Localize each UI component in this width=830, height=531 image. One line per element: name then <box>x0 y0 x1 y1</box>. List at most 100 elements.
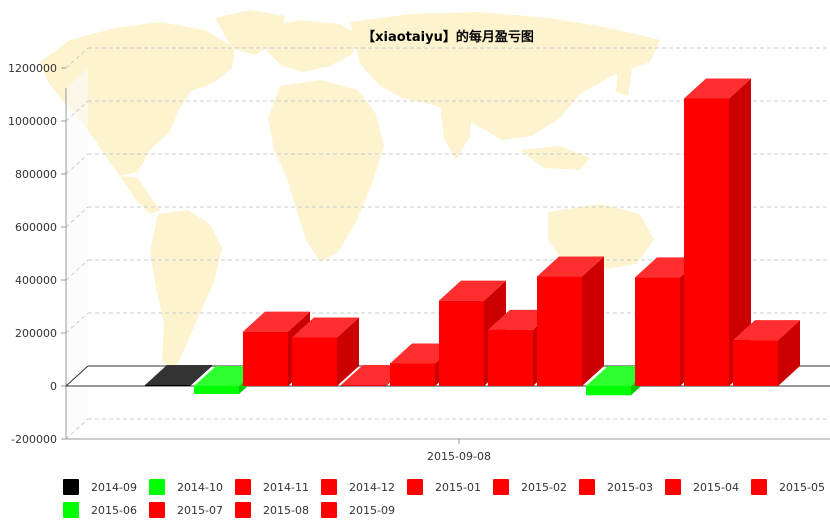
legend-swatch <box>321 479 337 495</box>
legend-item[interactable]: 2014-09 <box>63 478 137 496</box>
bar-front-face <box>586 386 631 396</box>
grid-diagonal <box>65 100 89 122</box>
bar-2015-09 <box>733 320 800 386</box>
bar-top-face <box>243 311 310 332</box>
legend-swatch <box>579 479 595 495</box>
legend-label: 2014-11 <box>263 480 309 494</box>
monthly-pnl-chart: -200000 0 200000 400000 600000 800000 1000000 1… <box>8 10 830 463</box>
bar-side-face <box>337 317 359 386</box>
bars-layer <box>145 78 800 396</box>
bar-front-face <box>733 340 778 386</box>
legend-item[interactable]: 2015-03 <box>579 478 653 496</box>
bar-side-face <box>729 78 751 386</box>
bar-front-face <box>488 329 533 386</box>
legend-item[interactable]: 2015-06 <box>63 501 137 519</box>
bar-top-face <box>145 365 212 385</box>
grid-diagonal <box>65 47 89 69</box>
y-tick-label: 800000 <box>15 168 57 181</box>
y-tick-label: 0 <box>50 380 57 393</box>
legend-swatch <box>493 479 509 495</box>
legend-item[interactable]: 2015-09 <box>321 501 395 519</box>
legend-label: 2015-05 <box>779 480 825 494</box>
y-tick-label: 1200000 <box>8 62 57 75</box>
bar-front-face <box>145 385 190 386</box>
grid-diagonal <box>65 312 89 334</box>
bar-front-face <box>292 337 337 386</box>
legend-swatch <box>321 502 337 518</box>
x-axis-tick-label: 2015-09-08 <box>427 450 491 463</box>
y-tick-label: -200000 <box>11 433 57 446</box>
legend-item[interactable]: 2014-10 <box>149 478 223 496</box>
map-landmass-0 <box>40 22 235 176</box>
legend-label: 2015-09 <box>349 503 395 517</box>
legend-label: 2015-04 <box>693 480 739 494</box>
map-landmass-2 <box>120 176 160 214</box>
grid-diagonal <box>65 153 89 175</box>
bar-2015-08 <box>684 78 751 386</box>
legend-swatch <box>235 502 251 518</box>
legend-item[interactable]: 2015-07 <box>149 501 223 519</box>
chart-title: 【xiaotaiyu】的每月盈亏图 <box>362 29 534 45</box>
bar-front-face <box>635 277 680 386</box>
map-landmass-9 <box>548 204 654 270</box>
y-tick-label: 400000 <box>15 274 57 287</box>
legend-swatch <box>63 502 79 518</box>
bar-top-face <box>292 317 359 338</box>
legend-swatch <box>149 502 165 518</box>
legend-label: 2015-08 <box>263 503 309 517</box>
bar-side-face <box>190 365 212 386</box>
legend-swatch <box>149 479 165 495</box>
bar-front-face <box>390 363 435 386</box>
legend-label: 2014-10 <box>177 480 223 494</box>
bar-front-face <box>243 331 288 386</box>
bar-front-face <box>684 98 729 386</box>
legend-label: 2014-09 <box>91 480 137 494</box>
map-landmass-8 <box>520 146 590 170</box>
map-landmass-3 <box>150 210 222 376</box>
bar-front-face <box>439 300 484 386</box>
legend-label: 2015-01 <box>435 480 481 494</box>
bar-front-face <box>194 386 239 394</box>
grid-diagonal <box>65 259 89 281</box>
legend-item[interactable]: 2014-11 <box>235 478 309 496</box>
map-landmass-10 <box>616 66 632 96</box>
legend-swatch <box>407 479 423 495</box>
bar-top-face <box>733 320 800 341</box>
chart-legend: 2014-09 2014-10 2014-11 2014-12 2015-01 2015-… <box>0 474 830 531</box>
legend-swatch <box>751 479 767 495</box>
bar-side-face <box>582 256 604 386</box>
map-landmass-7 <box>440 104 472 160</box>
legend-item[interactable]: 2014-12 <box>321 478 395 496</box>
legend-item[interactable]: 2015-08 <box>235 501 309 519</box>
world-map-background <box>40 10 660 376</box>
legend-item[interactable]: 2015-05 <box>751 478 825 496</box>
legend-swatch <box>235 479 251 495</box>
bar-side-face <box>778 320 800 386</box>
y-tick-label: 200000 <box>15 327 57 340</box>
legend-label: 2015-07 <box>177 503 223 517</box>
map-landmass-4 <box>262 20 360 72</box>
legend-label: 2015-06 <box>91 503 137 517</box>
grid-diagonal <box>65 418 89 440</box>
bar-2015-05 <box>537 256 604 386</box>
zero-line-side <box>65 365 89 387</box>
legend-label: 2015-03 <box>607 480 653 494</box>
legend-item[interactable]: 2015-02 <box>493 478 567 496</box>
legend-label: 2014-12 <box>349 480 395 494</box>
legend-item[interactable]: 2015-01 <box>407 478 481 496</box>
grid-diagonal <box>65 206 89 228</box>
bar-2014-12 <box>292 317 359 386</box>
y-tick-label: 1000000 <box>8 115 57 128</box>
map-landmass-6 <box>350 12 660 140</box>
legend-swatch <box>63 479 79 495</box>
bar-front-face <box>341 385 386 386</box>
legend-swatch <box>665 479 681 495</box>
bar-top-face <box>537 256 604 277</box>
map-landmass-5 <box>268 80 384 262</box>
bar-2014-09 <box>145 365 212 386</box>
legend-label: 2015-02 <box>521 480 567 494</box>
legend-item[interactable]: 2015-04 <box>665 478 739 496</box>
bar-front-face <box>537 276 582 386</box>
y-tick-label: 600000 <box>15 221 57 234</box>
